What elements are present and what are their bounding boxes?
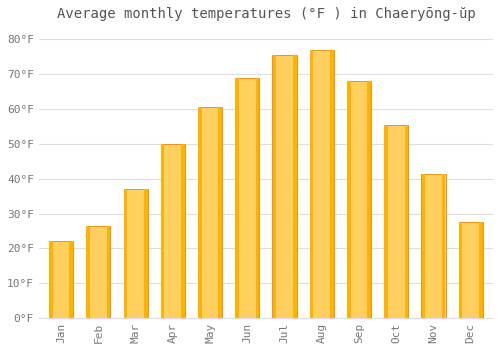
Bar <box>384 125 388 318</box>
Bar <box>384 125 408 318</box>
Bar <box>86 226 110 318</box>
Bar <box>144 189 148 318</box>
Bar <box>256 78 260 318</box>
Bar <box>422 174 446 318</box>
Bar <box>124 189 148 318</box>
Bar <box>310 50 314 318</box>
Bar <box>106 226 110 318</box>
Bar <box>86 226 90 318</box>
Bar <box>422 174 425 318</box>
Bar <box>70 241 73 318</box>
Bar <box>272 55 276 318</box>
Bar <box>293 55 296 318</box>
Bar <box>218 107 222 318</box>
Bar <box>347 81 350 318</box>
Bar <box>49 241 73 318</box>
Bar <box>236 78 239 318</box>
Bar <box>347 81 371 318</box>
Bar <box>310 50 334 318</box>
Bar <box>458 222 462 318</box>
Bar <box>330 50 334 318</box>
Bar <box>161 144 164 318</box>
Bar <box>49 241 53 318</box>
Bar <box>272 55 296 318</box>
Bar <box>160 144 185 318</box>
Bar <box>198 107 222 318</box>
Bar <box>181 144 185 318</box>
Bar <box>404 125 408 318</box>
Title: Average monthly temperatures (°F ) in Chaeryōng-ŭp: Average monthly temperatures (°F ) in Ch… <box>56 7 476 21</box>
Bar <box>479 222 482 318</box>
Bar <box>442 174 446 318</box>
Bar <box>368 81 371 318</box>
Bar <box>124 189 128 318</box>
Bar <box>235 78 260 318</box>
Bar <box>458 222 483 318</box>
Bar <box>198 107 202 318</box>
